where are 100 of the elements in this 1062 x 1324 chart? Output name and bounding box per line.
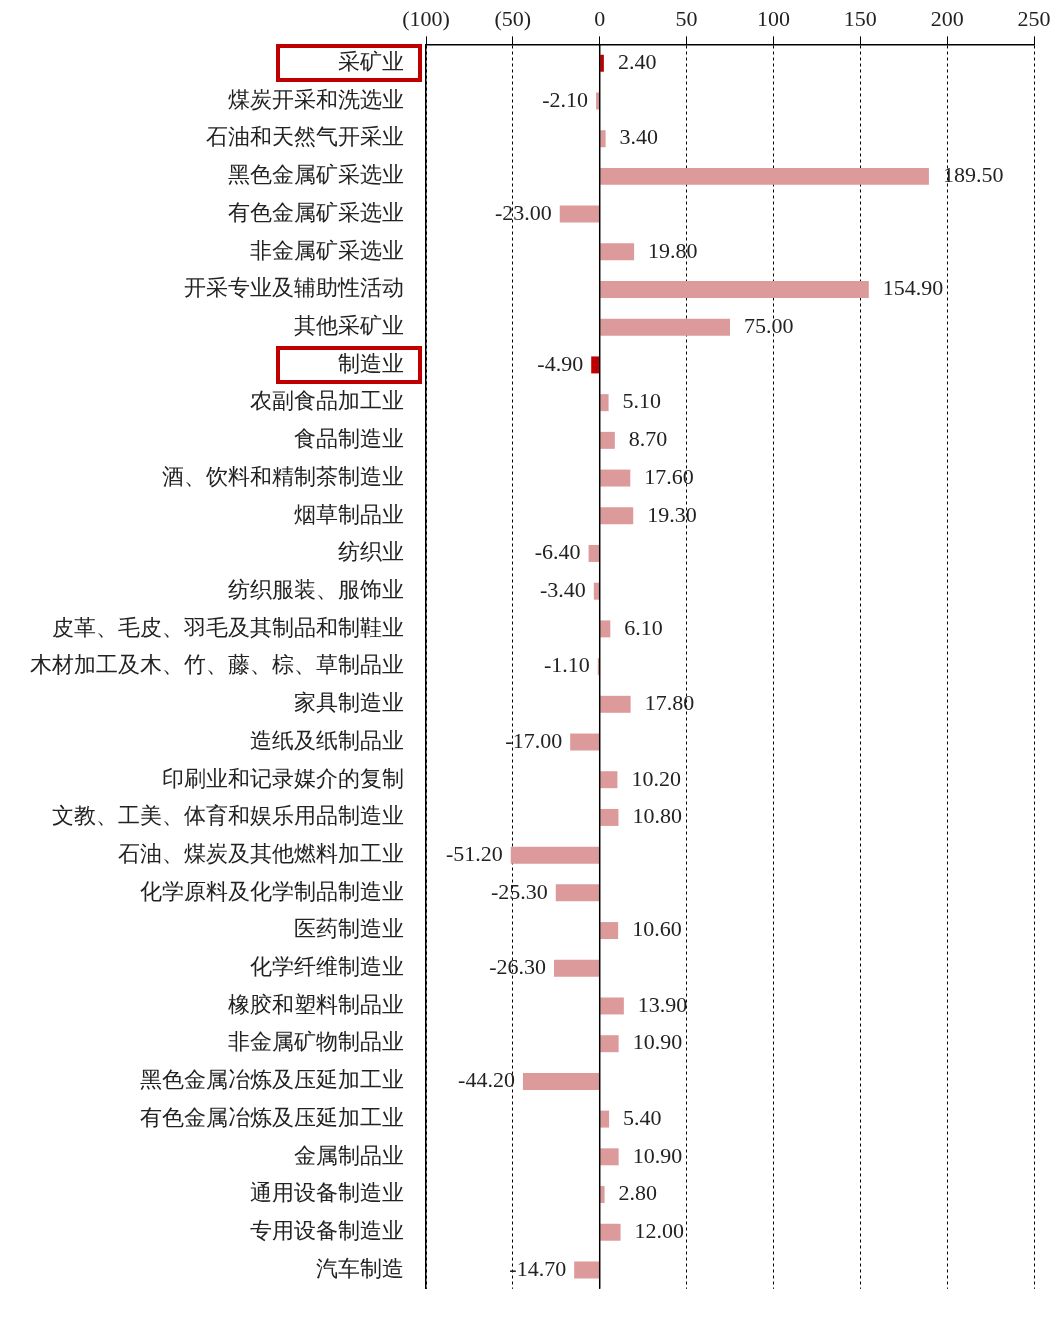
y-tick-label: 其他采矿业 bbox=[294, 313, 404, 338]
y-tick-label: 化学纤维制造业 bbox=[250, 954, 404, 980]
bar bbox=[596, 92, 600, 110]
x-tick-label: 250 bbox=[1017, 5, 1051, 31]
data-label: 154.90 bbox=[882, 275, 944, 301]
bar bbox=[600, 507, 634, 525]
y-tick-label: 农副食品加工业 bbox=[250, 388, 404, 414]
data-label: 19.80 bbox=[648, 237, 698, 263]
bar bbox=[570, 733, 600, 751]
data-label: 17.60 bbox=[644, 463, 694, 489]
bar bbox=[600, 394, 609, 412]
bar bbox=[600, 808, 619, 826]
y-tick-label: 采矿业 bbox=[338, 49, 404, 75]
y-tick-label: 非金属矿物制品业 bbox=[228, 1029, 404, 1055]
y-tick-label: 食品制造业 bbox=[294, 426, 404, 452]
data-label: -51.20 bbox=[445, 840, 503, 866]
bar bbox=[588, 544, 600, 562]
bar bbox=[600, 1110, 610, 1128]
bar bbox=[600, 281, 869, 298]
data-label: -4.90 bbox=[537, 350, 584, 376]
data-label: 10.60 bbox=[632, 916, 682, 942]
x-tick-label: 50 bbox=[675, 5, 698, 31]
data-label: 10.20 bbox=[631, 765, 681, 791]
data-label: 6.10 bbox=[624, 614, 663, 640]
y-tick-label: 专用设备制造业 bbox=[250, 1218, 404, 1244]
bar bbox=[600, 620, 611, 638]
y-tick-label: 橡胶和塑料制品业 bbox=[228, 991, 404, 1017]
y-tick-label: 皮革、毛皮、羽毛及其制品和制鞋业 bbox=[52, 614, 404, 640]
x-tick-label: 0 bbox=[594, 5, 606, 31]
data-label: 75.00 bbox=[744, 313, 794, 338]
y-tick-label: 金属制品业 bbox=[294, 1142, 404, 1168]
y-tick-label: 开采专业及辅助性活动 bbox=[184, 275, 404, 301]
y-tick-label: 烟草制品业 bbox=[294, 501, 404, 527]
y-tick-label: 通用设备制造业 bbox=[250, 1180, 404, 1206]
y-tick-label: 纺织服装、服饰业 bbox=[228, 576, 404, 602]
bar bbox=[554, 959, 600, 977]
y-tick-label: 家具制造业 bbox=[294, 690, 404, 716]
bar bbox=[600, 997, 624, 1015]
data-label: -17.00 bbox=[505, 727, 563, 753]
y-tick-label: 制造业 bbox=[338, 350, 404, 376]
bar bbox=[591, 356, 600, 374]
data-label: 13.90 bbox=[637, 991, 688, 1017]
bar bbox=[600, 167, 929, 185]
data-label: 189.50 bbox=[942, 162, 1004, 188]
bar bbox=[600, 771, 618, 789]
data-label: 19.30 bbox=[647, 501, 697, 527]
bar bbox=[522, 1072, 600, 1090]
bar bbox=[600, 54, 604, 72]
bar bbox=[600, 1035, 619, 1053]
bar bbox=[510, 846, 600, 864]
y-tick-label: 木材加工及木、竹、藤、棕、草制品业 bbox=[30, 652, 404, 678]
y-tick-label: 酒、饮料和精制茶制造业 bbox=[162, 463, 404, 489]
data-label: 2.40 bbox=[617, 49, 657, 75]
y-tick-label: 黑色金属矿采选业 bbox=[228, 162, 404, 188]
x-tick-label: 150 bbox=[843, 5, 877, 31]
x-tick-label: 100 bbox=[756, 5, 790, 31]
bar bbox=[593, 582, 600, 600]
y-tick-label: 医药制造业 bbox=[294, 916, 404, 942]
bar bbox=[600, 922, 619, 940]
y-tick-label: 有色金属矿采选业 bbox=[228, 199, 404, 225]
data-label: -3.40 bbox=[539, 576, 586, 602]
y-tick-label: 石油和天然气开采业 bbox=[206, 124, 404, 150]
data-label: -1.10 bbox=[543, 652, 590, 678]
bar bbox=[600, 1223, 621, 1241]
data-label: -26.30 bbox=[489, 954, 547, 980]
y-tick-label: 煤炭开采和洗选业 bbox=[228, 86, 404, 112]
data-label: 10.80 bbox=[632, 803, 682, 829]
x-tick-label: 200 bbox=[930, 5, 964, 31]
bar bbox=[600, 243, 635, 261]
bar bbox=[600, 130, 606, 148]
data-label: 17.80 bbox=[644, 690, 695, 716]
bar bbox=[559, 205, 600, 223]
y-tick-label: 非金属矿采选业 bbox=[250, 237, 404, 263]
data-label: -23.00 bbox=[494, 199, 552, 225]
bar bbox=[600, 318, 730, 336]
y-tick-label: 黑色金属冶炼及压延加工业 bbox=[140, 1067, 404, 1093]
data-label: 3.40 bbox=[619, 124, 659, 150]
y-tick-label: 汽车制造 bbox=[316, 1255, 404, 1281]
y-tick-label: 纺织业 bbox=[338, 539, 404, 565]
x-tick-label: (100) bbox=[402, 5, 450, 31]
data-label: 8.70 bbox=[628, 426, 668, 452]
bar bbox=[555, 884, 600, 902]
y-tick-label: 文教、工美、体育和娱乐用品制造业 bbox=[52, 803, 404, 829]
y-tick-label: 有色金属冶炼及压延加工业 bbox=[140, 1104, 404, 1130]
bar bbox=[600, 695, 631, 713]
y-tick-label: 石油、煤炭及其他燃料加工业 bbox=[118, 840, 404, 866]
bar bbox=[600, 469, 631, 487]
bar bbox=[600, 1148, 619, 1166]
data-label: 10.90 bbox=[632, 1142, 683, 1168]
y-tick-label: 印刷业和记录媒介的复制 bbox=[162, 765, 404, 791]
data-label: -14.70 bbox=[509, 1255, 567, 1281]
y-tick-label: 化学原料及化学制品制造业 bbox=[140, 878, 404, 904]
x-tick-label: (50) bbox=[494, 5, 532, 31]
data-label: 12.00 bbox=[634, 1218, 685, 1244]
data-label: -6.40 bbox=[534, 539, 581, 565]
data-label: 5.40 bbox=[623, 1104, 662, 1130]
bar bbox=[600, 431, 615, 449]
data-label: 2.80 bbox=[618, 1180, 658, 1206]
data-label: 10.90 bbox=[632, 1029, 683, 1055]
bar bbox=[574, 1261, 600, 1279]
